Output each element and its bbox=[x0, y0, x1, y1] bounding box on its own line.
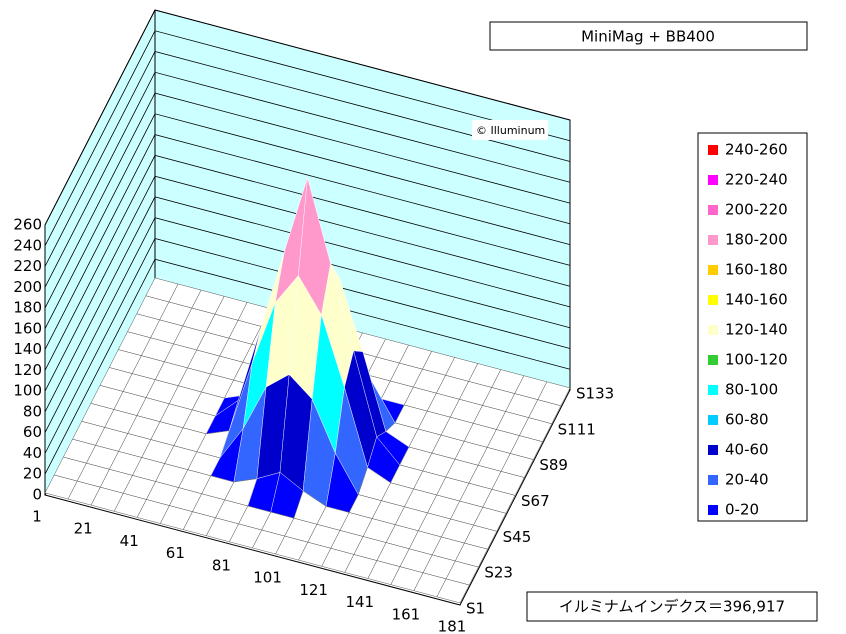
z-tick-label: 80 bbox=[23, 402, 42, 420]
z-tick-label: 240 bbox=[13, 236, 42, 254]
row-label: S133 bbox=[576, 385, 614, 403]
row-label: S23 bbox=[484, 564, 513, 582]
row-label: S67 bbox=[521, 492, 550, 510]
grid-line bbox=[44, 258, 571, 475]
row-label: S45 bbox=[503, 528, 532, 546]
z-tick-label: 180 bbox=[13, 299, 42, 317]
legend-swatch bbox=[708, 415, 718, 425]
z-tick-label: 120 bbox=[13, 361, 42, 379]
legend-label: 220-240 bbox=[725, 171, 788, 189]
legend-label: 60-80 bbox=[725, 411, 769, 429]
grid-line bbox=[44, 9, 571, 226]
grid-line bbox=[44, 51, 571, 267]
title-box bbox=[489, 21, 808, 51]
legend-label: 80-100 bbox=[725, 381, 778, 399]
z-tick-label: 60 bbox=[23, 423, 42, 441]
legend-label: 20-40 bbox=[725, 471, 769, 489]
x-tick-label: 61 bbox=[166, 544, 185, 562]
row-label: S1 bbox=[466, 600, 485, 618]
grid-line bbox=[44, 154, 571, 371]
legend-label: 160-180 bbox=[725, 261, 788, 279]
grid-line bbox=[44, 92, 571, 309]
x-tick-label: 1 bbox=[32, 508, 42, 526]
legend-label: 140-160 bbox=[725, 291, 788, 309]
legend-swatch bbox=[708, 295, 718, 305]
legend-swatch bbox=[708, 235, 718, 245]
x-tick-label: 21 bbox=[74, 520, 93, 538]
x-tick-label: 181 bbox=[438, 618, 467, 634]
z-tick-label: 220 bbox=[13, 257, 42, 275]
z-tick-label: 20 bbox=[23, 465, 42, 483]
grid-line bbox=[44, 71, 571, 288]
watermark: © Illuminum bbox=[476, 124, 545, 137]
legend-label: 180-200 bbox=[725, 231, 788, 249]
x-tick-label: 161 bbox=[392, 605, 421, 623]
surface-cell bbox=[436, 578, 470, 604]
plot-area: 0204060801001201401601802002202402601214… bbox=[13, 9, 614, 634]
legend-label: 240-260 bbox=[725, 141, 788, 159]
grid-line bbox=[44, 196, 571, 413]
x-tick-label: 121 bbox=[299, 581, 328, 599]
grid-line bbox=[44, 217, 571, 433]
z-tick-label: 40 bbox=[23, 444, 42, 462]
legend-swatch bbox=[708, 205, 718, 215]
grid-line bbox=[44, 30, 571, 246]
z-tick-label: 0 bbox=[32, 486, 42, 504]
legend-label: 120-140 bbox=[725, 321, 788, 339]
legend-label: 0-20 bbox=[725, 501, 759, 519]
z-tick-label: 260 bbox=[13, 216, 42, 234]
watermark-box bbox=[472, 120, 548, 140]
legend-swatch bbox=[708, 445, 718, 455]
legend-swatch bbox=[708, 355, 718, 365]
x-tick-label: 101 bbox=[253, 569, 282, 587]
chart-title: MiniMag + BB400 bbox=[581, 28, 715, 46]
z-tick-label: 100 bbox=[13, 382, 42, 400]
legend-entries: 240-260 220-240 200-220 180-200 160-180 140-1… bbox=[708, 141, 788, 519]
legend-swatch bbox=[708, 265, 718, 275]
legend-label: 40-60 bbox=[725, 441, 769, 459]
x-tick-label: 81 bbox=[212, 556, 231, 574]
x-tick-label: 41 bbox=[120, 532, 139, 550]
legend-swatch bbox=[708, 505, 718, 515]
legend-swatch bbox=[708, 145, 718, 155]
legend-swatch bbox=[708, 475, 718, 485]
footer-box bbox=[526, 591, 818, 622]
z-tick-label: 200 bbox=[13, 278, 42, 296]
grid-line bbox=[44, 134, 571, 350]
legend-label: 100-120 bbox=[725, 351, 788, 369]
legend-swatch bbox=[708, 175, 718, 185]
z-tick-label: 160 bbox=[13, 319, 42, 337]
grid-line bbox=[44, 238, 571, 454]
row-label: S111 bbox=[558, 420, 596, 438]
legend-label: 200-220 bbox=[725, 201, 788, 219]
grid-line bbox=[44, 175, 571, 392]
footer: イルミナムインデクス＝396,917 bbox=[559, 598, 785, 616]
legend-swatch bbox=[708, 325, 718, 335]
legend-swatch bbox=[708, 385, 718, 395]
row-label: S89 bbox=[539, 456, 568, 474]
z-tick-label: 140 bbox=[13, 340, 42, 358]
x-tick-label: 141 bbox=[345, 593, 374, 611]
grid-line bbox=[44, 113, 571, 329]
